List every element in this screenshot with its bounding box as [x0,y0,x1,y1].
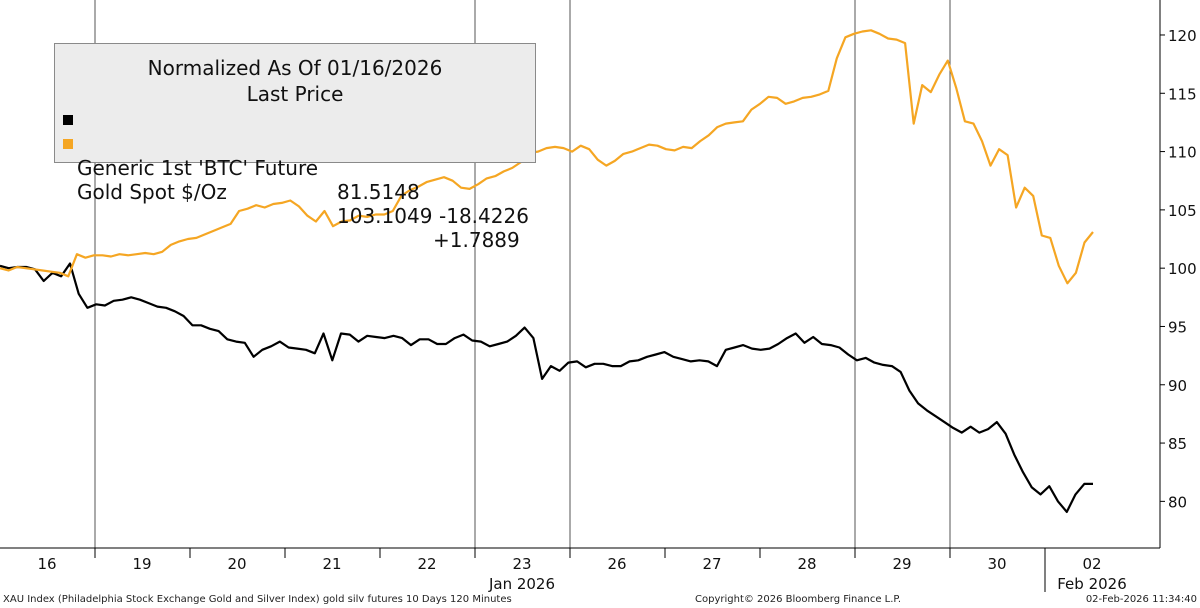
y-tick-label: 100 [1168,260,1197,278]
chart-title: Normalized As Of 01/16/2026 [147,56,443,80]
footer-timestamp: 02-Feb-2026 11:34:40 [1085,594,1197,605]
y-tick-label: 120 [1168,27,1197,45]
x-tick-label: 22 [417,555,436,573]
chart-subtitle: Last Price [246,82,344,106]
x-tick-label: 02 [1082,555,1101,573]
x-tick-label: 21 [322,555,341,573]
x-tick-label: 26 [607,555,626,573]
series-line-btc [0,262,1093,513]
legend-entry-gold: Gold Spot $/Oz 103.1049 +1.7889 [63,132,520,252]
y-tick-label: 80 [1168,493,1187,511]
footer-copyright: Copyright© 2026 Bloomberg Finance L.P. [695,594,902,605]
x-tick-label: 20 [227,555,246,573]
x-tick-label: 30 [987,555,1006,573]
y-tick-label: 105 [1168,202,1197,220]
y-tick-label: 115 [1168,85,1197,103]
legend-change-gold: +1.7889 [433,228,520,252]
legend-label-gold: Gold Spot $/Oz [77,180,227,204]
legend: Normalized As Of 01/16/2026 Last Price G… [54,43,536,252]
legend-change-btc: -18.4226 [439,204,529,228]
legend-entry-btc: Generic 1st 'BTC' Future 81.5148 -18.422… [63,108,529,228]
y-tick-label: 110 [1168,144,1197,162]
x-tick-label: 19 [132,555,151,573]
legend-swatch-btc [63,115,73,125]
axes: 80 85 90 95 100 105 110 115 120 16 19 20 21 22 23 26 27 2… [0,0,1197,593]
plot-lines [0,29,1094,513]
footer-source: XAU Index (Philadelphia Stock Exchange G… [3,594,512,605]
x-tick-label: 23 [512,555,531,573]
y-tick-label: 95 [1168,318,1187,336]
x-tick-label: 16 [37,555,56,573]
y-tick-label: 90 [1168,377,1187,395]
x-month-label: Jan 2026 [488,575,555,593]
legend-label-btc: Generic 1st 'BTC' Future [77,156,319,180]
legend-swatch-gold [63,139,73,149]
x-tick-label: 29 [892,555,911,573]
legend-price-gold: 103.1049 [337,204,433,228]
x-month-label: Feb 2026 [1057,575,1127,593]
x-tick-label: 28 [797,555,816,573]
x-tick-label: 27 [702,555,721,573]
y-tick-label: 85 [1168,435,1187,453]
series-line-gold [0,29,1094,285]
legend-price-btc: 81.5148 [337,180,420,204]
